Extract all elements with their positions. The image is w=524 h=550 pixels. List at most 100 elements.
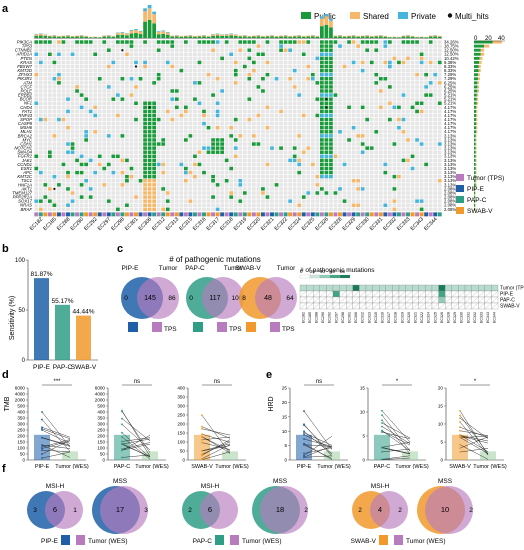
oncoprint-cell [310, 48, 315, 52]
oncoprint-cell [70, 52, 75, 57]
oncoprint-cell [34, 170, 39, 175]
oncoprint-cell [392, 52, 397, 57]
oncoprint-cell [292, 146, 297, 150]
sample-point [201, 435, 203, 438]
oncoprint-cell [193, 134, 197, 138]
oncoprint-cell [147, 44, 152, 48]
oncoprint-cell [410, 109, 415, 114]
oncoprint-cell [224, 125, 229, 130]
oncoprint-cell [202, 187, 206, 191]
oncoprint-cell [197, 166, 202, 171]
oncoprint-cell [184, 138, 188, 142]
oncoprint-cell [174, 146, 179, 150]
oncoprint-cell [388, 150, 392, 154]
oncoprint-cell [238, 56, 243, 61]
oncoprint-cell [102, 162, 107, 167]
oncoprint-cell [433, 68, 438, 73]
oncoprint-cell [369, 60, 374, 65]
oncoprint-cell [283, 191, 288, 195]
oncoprint-cell [310, 121, 315, 126]
tumor-icon [217, 322, 227, 332]
oncoprint-cell [288, 203, 292, 207]
pair-line [41, 429, 71, 444]
oncoprint-cell [410, 77, 415, 81]
oncoprint-cell [365, 81, 370, 85]
oncoprint-cell [75, 146, 79, 150]
oncoprint-cell [437, 109, 442, 114]
oncoprint-cell [206, 44, 211, 48]
oncoprint-cell [193, 121, 197, 126]
heat-cell-empty-mark [464, 290, 472, 298]
oncoprint-cell [102, 154, 107, 159]
oncoprint-cell [156, 203, 161, 207]
top-bar-segment [297, 36, 302, 38]
oncoprint-cell [202, 64, 206, 69]
oncoprint-cell [279, 105, 283, 110]
oncoprint-cell [52, 130, 57, 134]
oncoprint-cell [347, 113, 351, 118]
top-bar-segment [147, 5, 152, 9]
sample-point [303, 443, 305, 446]
oncoprint-cell [34, 109, 39, 114]
oncoprint-cell [397, 125, 401, 130]
oncoprint-cell [66, 72, 70, 77]
oncoprint-cell [70, 89, 75, 93]
top-bar-segment [310, 36, 315, 38]
oncoprint-cell [397, 56, 401, 61]
oncoprint-cell [342, 170, 347, 175]
oncoprint-cell [415, 68, 419, 73]
oncoprint-cell [256, 203, 261, 207]
oncoprint-cell [437, 134, 442, 138]
oncoprint-cell [34, 125, 39, 130]
device-icon [128, 322, 138, 332]
oncoprint-cell [252, 109, 256, 114]
oncoprint-cell [102, 89, 107, 93]
venn-title: MSI-H [201, 483, 220, 490]
oncoprint-cell [247, 179, 252, 183]
top-bar-segment [156, 31, 161, 32]
oncoprint-cell [437, 44, 442, 48]
oncoprint-cell [401, 134, 406, 138]
oncoprint-cell [34, 203, 39, 207]
oncoprint-cell [238, 68, 243, 73]
oncoprint-cell [360, 117, 365, 122]
oncoprint-cell [188, 191, 193, 195]
oncoprint-cell [211, 93, 215, 97]
oncoprint-cell [156, 56, 161, 61]
oncoprint-cell [406, 125, 410, 130]
heat-cell [464, 284, 472, 292]
heat-col-label: EC326 [440, 312, 444, 323]
oncoprint-cell [333, 89, 338, 93]
pair-line [459, 435, 489, 442]
gene-frequency-bar-shared [475, 203, 476, 207]
oncoprint-cell [369, 97, 374, 101]
oncoprint-cell [433, 207, 438, 212]
oncoprint-cell [120, 154, 125, 159]
oncoprint-cell [320, 121, 324, 126]
oncoprint-cell [215, 40, 220, 44]
sample-point [121, 440, 123, 443]
oncoprint-cell [147, 89, 152, 93]
oncoprint-cell [301, 207, 306, 212]
oncoprint-cell [79, 40, 84, 44]
heat-cell-empty-mark [372, 296, 380, 304]
patient-label: EC317 [206, 216, 222, 232]
oncoprint-cell [342, 48, 347, 52]
oncoprint-cell [424, 72, 428, 77]
oncoprint-cell [102, 85, 107, 89]
oncoprint-cell [292, 56, 297, 61]
oncoprint-cell [38, 109, 43, 114]
oncoprint-cell [156, 117, 161, 122]
oncoprint-cell [179, 134, 184, 138]
oncoprint-cell [333, 44, 338, 48]
oncoprint-cell [193, 138, 197, 142]
oncoprint-cell [324, 125, 329, 130]
oncoprint-cell [247, 138, 252, 142]
sample-type-cell [102, 212, 107, 217]
oncoprint-cell [297, 81, 302, 85]
oncoprint-cell [102, 93, 107, 97]
oncoprint-cell [84, 60, 88, 65]
oncoprint-cell [170, 97, 175, 101]
oncoprint-cell [211, 183, 215, 187]
top-bar-segment [365, 35, 370, 37]
